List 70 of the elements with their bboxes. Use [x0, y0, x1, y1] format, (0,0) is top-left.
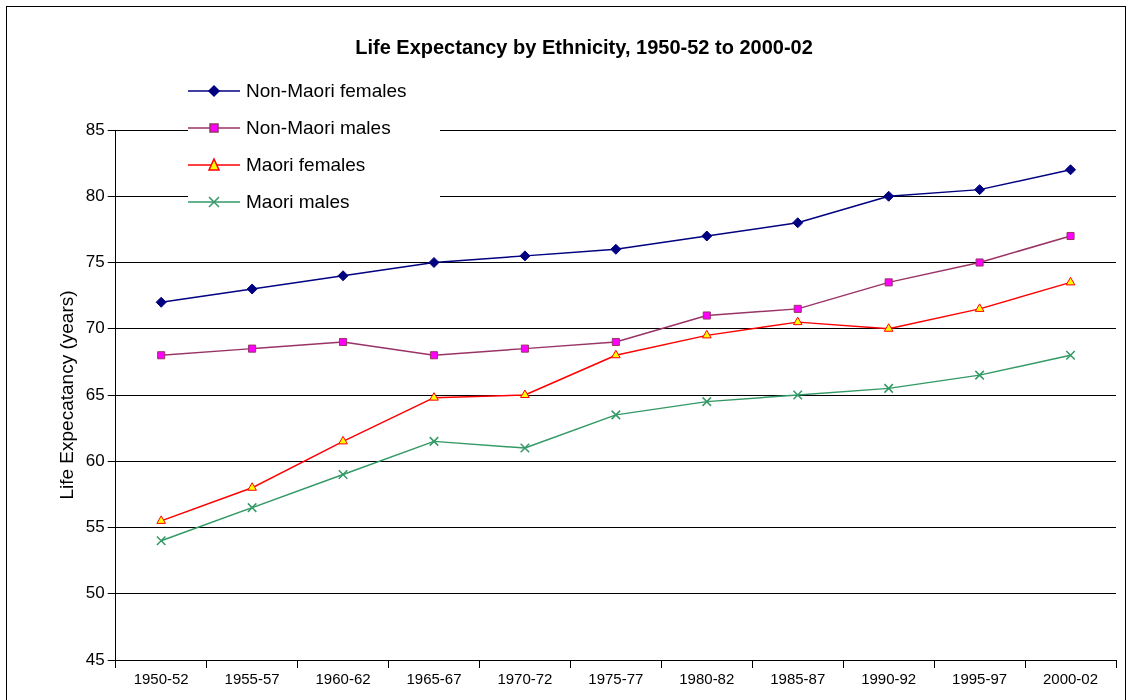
point	[883, 190, 895, 202]
point	[610, 409, 621, 420]
point	[793, 304, 802, 313]
x-tick-label: 1970-72	[497, 670, 553, 688]
point	[701, 230, 713, 242]
point	[248, 344, 257, 353]
point	[156, 535, 167, 546]
y-tick-label: 75	[85, 252, 105, 272]
point	[1065, 276, 1076, 286]
point	[156, 515, 167, 524]
legend-label: Non-Maori males	[246, 116, 391, 139]
point	[155, 296, 167, 308]
x-tick-label: 1985-87	[770, 670, 826, 688]
y-tick-label: 70	[85, 318, 105, 338]
point	[1065, 350, 1076, 361]
x-tick-label: 1980-82	[679, 670, 735, 688]
point	[520, 389, 530, 398]
point	[974, 303, 985, 312]
point	[792, 390, 803, 400]
point	[884, 278, 893, 287]
point	[883, 383, 894, 394]
point	[792, 217, 804, 229]
x-tick-label: 1950-52	[133, 670, 189, 688]
x-tick-label: 1955-57	[224, 670, 280, 688]
y-tick-label: 85	[85, 119, 105, 139]
point	[428, 436, 439, 447]
y-tick-label: 50	[85, 583, 105, 603]
y-tick-label: 55	[85, 517, 105, 537]
y-tick-label: 80	[85, 185, 105, 205]
point	[701, 329, 712, 339]
point	[611, 349, 621, 359]
point	[157, 351, 166, 360]
x-tick-label: 2000-02	[1043, 670, 1099, 688]
point	[1065, 164, 1077, 176]
point	[247, 482, 257, 491]
y-tick-label: 45	[85, 649, 105, 669]
point	[974, 184, 986, 196]
point	[247, 502, 258, 513]
y-tick-label: 60	[85, 450, 105, 470]
x-tick-label: 1975-77	[588, 670, 644, 688]
point	[611, 337, 620, 347]
point	[428, 257, 440, 268]
x-tick-label: 1960-62	[315, 670, 371, 688]
legend-label: Non-Maori females	[246, 79, 407, 102]
point	[337, 270, 349, 282]
point	[246, 283, 258, 295]
legend-label: Maori females	[246, 153, 366, 176]
point	[701, 396, 712, 407]
point	[520, 344, 529, 353]
point	[429, 351, 439, 360]
point	[519, 250, 531, 262]
point	[610, 243, 622, 255]
point	[429, 392, 439, 401]
x-tick-label: 1965-67	[406, 670, 462, 688]
point	[792, 316, 803, 326]
x-tick-label: 1995-97	[952, 670, 1008, 688]
point	[519, 443, 530, 453]
point	[702, 311, 711, 320]
y-axis-title: Life Expecatancy (years)	[55, 290, 77, 500]
legend-label: Maori males	[246, 190, 350, 213]
point	[883, 323, 894, 332]
y-tick-label: 65	[85, 384, 105, 404]
point	[339, 337, 348, 347]
point	[1066, 231, 1075, 241]
x-tick-label: 1990-92	[861, 670, 917, 688]
point	[338, 469, 349, 480]
point	[974, 370, 985, 381]
point	[338, 435, 348, 445]
point	[975, 258, 984, 267]
chart-title: Life Expectancy by Ethnicity, 1950-52 to 2000-02	[355, 35, 813, 58]
